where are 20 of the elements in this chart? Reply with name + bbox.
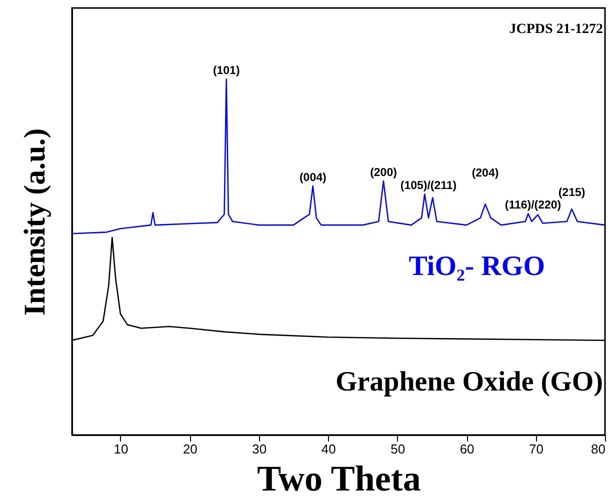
annotation: (116)/(220): [504, 200, 562, 212]
annotation: (200): [370, 166, 398, 179]
annotation: (004): [299, 172, 326, 184]
annotation: (101): [212, 65, 240, 78]
x-tick-label: 80: [591, 442, 606, 456]
y-axis-title: Intensity (a.u.): [18, 128, 52, 316]
series-label: Graphene Oxide (GO): [335, 366, 603, 398]
x-tick-label: 30: [252, 442, 267, 456]
x-tick-label: 50: [390, 442, 406, 456]
x-tick-label: 10: [114, 442, 128, 456]
annotation: (204): [472, 168, 499, 180]
annotation: (105)/(211): [400, 180, 457, 192]
x-tick-label: 40: [321, 442, 336, 456]
x-axis-title: Two Theta: [257, 458, 421, 498]
text: JCPDS 21-1272: [509, 22, 603, 37]
x-tick-label: 70: [529, 442, 544, 456]
x-tick-label: 20: [182, 442, 198, 456]
x-tick-label: 60: [460, 442, 474, 456]
series-label: TiO₂- RGO: [408, 251, 545, 282]
annotation: (215): [558, 187, 586, 200]
